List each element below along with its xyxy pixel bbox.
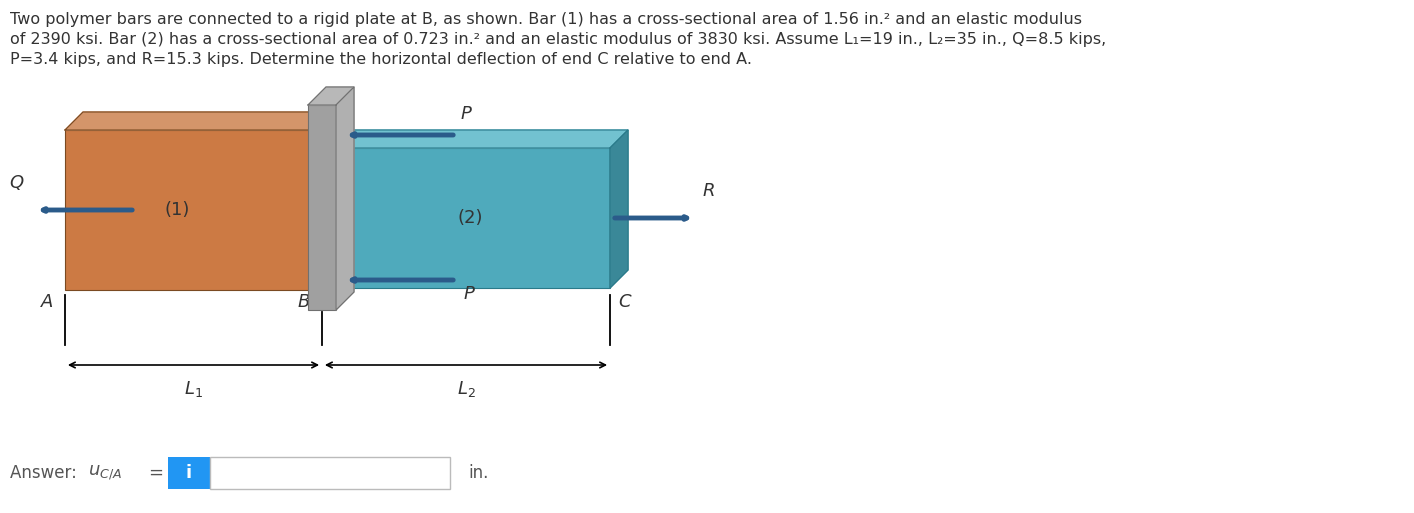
Text: (1): (1)	[164, 201, 189, 219]
Text: B: B	[297, 293, 310, 311]
Polygon shape	[337, 87, 354, 310]
Text: Answer:: Answer:	[10, 464, 82, 482]
Text: C: C	[618, 293, 631, 311]
Text: $L_2$: $L_2$	[457, 379, 475, 399]
Bar	[168, 457, 211, 489]
Text: P: P	[461, 105, 472, 123]
Text: R: R	[703, 182, 715, 200]
Bar	[308, 105, 337, 310]
Text: $u_{C/A}$: $u_{C/A}$	[88, 464, 122, 482]
Text: i: i	[185, 464, 192, 482]
Text: in.: in.	[468, 464, 488, 482]
Text: P=3.4 kips, and R=15.3 kips. Determine the horizontal deflection of end C relati: P=3.4 kips, and R=15.3 kips. Determine t…	[10, 52, 752, 67]
Text: P: P	[464, 285, 475, 303]
Bar	[211, 457, 450, 489]
Text: Two polymer bars are connected to a rigid plate at B, as shown. Bar (1) has a cr: Two polymer bars are connected to a rigi…	[10, 12, 1082, 27]
Polygon shape	[609, 130, 628, 288]
Bar	[65, 130, 310, 290]
Text: =: =	[148, 464, 163, 482]
Text: of 2390 ksi. Bar (2) has a cross-sectional area of 0.723 in.² and an elastic mod: of 2390 ksi. Bar (2) has a cross-section…	[10, 32, 1106, 47]
Polygon shape	[329, 130, 628, 148]
Text: Q: Q	[8, 174, 23, 192]
Polygon shape	[65, 112, 328, 130]
Bar	[329, 148, 609, 288]
Text: $L_1$: $L_1$	[184, 379, 202, 399]
Text: (2): (2)	[457, 209, 482, 227]
Polygon shape	[308, 87, 354, 105]
Text: A: A	[41, 293, 52, 311]
Polygon shape	[310, 112, 328, 290]
